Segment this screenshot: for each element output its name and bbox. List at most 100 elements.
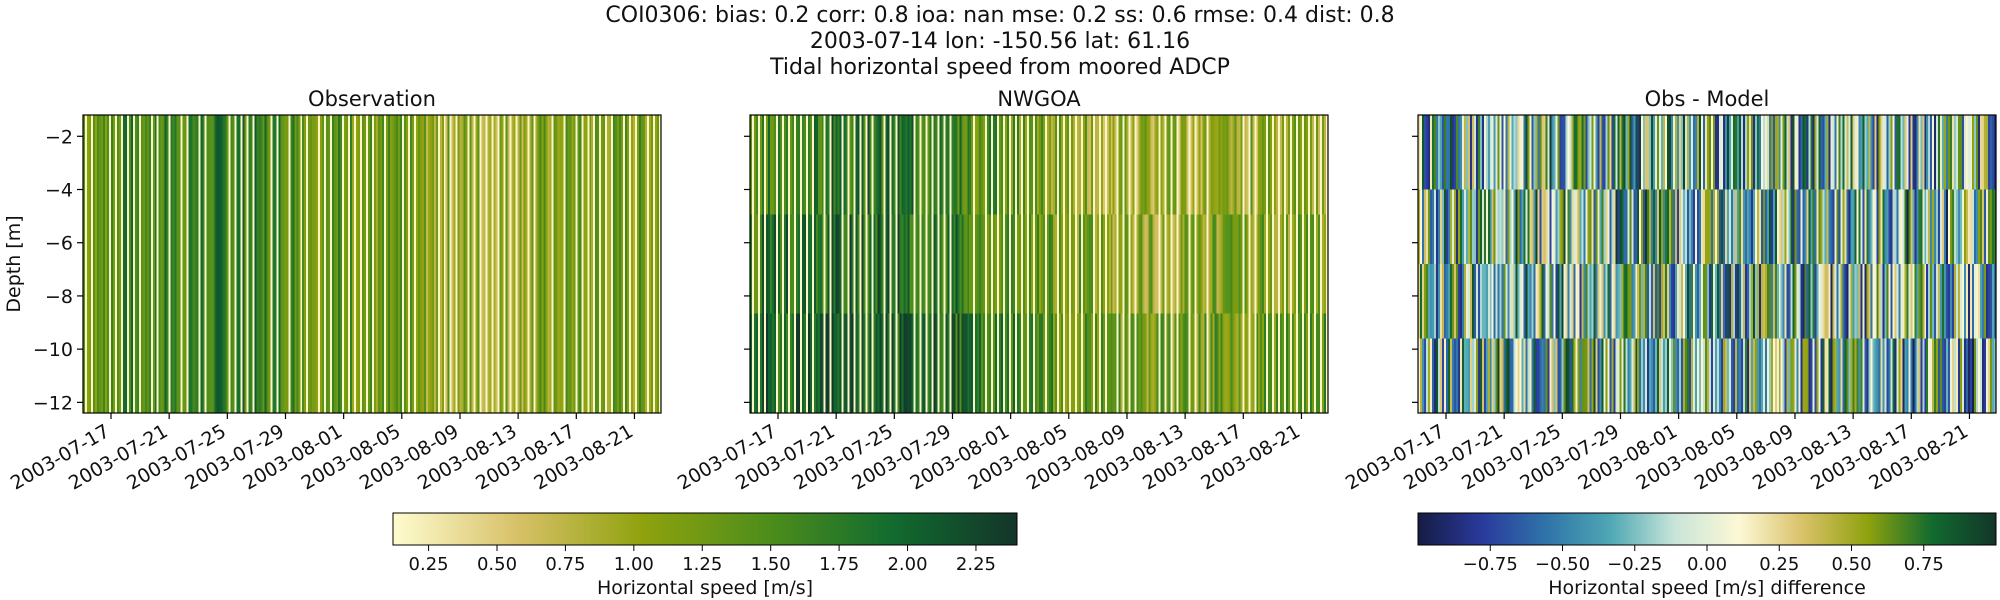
heatmap-cell [1471,115,1475,190]
heatmap-cell [881,214,884,314]
heatmap-cell [979,313,982,414]
heatmap-cell [773,115,777,215]
heatmap-cell [1469,189,1473,265]
heatmap-cell [1960,338,1963,414]
heatmap-cell [921,115,924,215]
heatmap-cell [1838,264,1841,339]
heatmap-cell [437,115,441,414]
heatmap-cell [1007,214,1010,314]
heatmap-cell [1170,115,1173,215]
heatmap-cell [1812,189,1815,265]
heatmap-cell [1710,189,1714,265]
heatmap-cell [1844,338,1847,414]
heatmap-cell [1312,214,1315,314]
heatmap-cell [1940,338,1943,414]
colorbar-tick-label: 0.25 [1759,554,1799,575]
heatmap-cell [1926,264,1929,339]
heatmap-cell [1810,264,1813,339]
heatmap-cell [1455,115,1459,190]
heatmap-cell [1701,264,1704,339]
heatmap-cell [1124,214,1127,314]
heatmap-cell [903,115,906,215]
heatmap-cell [1132,214,1135,314]
heatmap-cell [871,214,874,314]
heatmap-cell [1952,264,1955,339]
heatmap-cell [1435,115,1439,190]
heatmap-cell [1060,214,1064,314]
heatmap-cell [1318,214,1321,314]
heatmap-cell [1280,313,1283,414]
heatmap-cell [759,214,763,314]
heatmap-cell [1609,338,1612,414]
heatmap-cell [1009,115,1012,215]
heatmap-cell [344,115,347,414]
heatmap-cell [1110,313,1114,414]
heatmap-cell [1029,313,1032,414]
heatmap-cell [206,115,209,414]
heatmap-cell [1585,338,1588,414]
heatmap-cell [92,115,96,414]
axes-frame [82,114,662,414]
heatmap-cell [1990,189,1993,265]
heatmap-cell [1258,115,1261,215]
heatmap-cell [885,115,888,215]
heatmap-cell [1035,313,1038,414]
heatmap-cell [1794,338,1797,414]
heatmap-cell [1970,189,1973,265]
heatmap-cell [1964,338,1967,414]
heatmap-cell [1986,115,1989,190]
heatmap-cell [1663,189,1666,265]
heatmap-cell [1100,115,1104,215]
heatmap-cell [453,115,457,414]
heatmap-cell [1744,338,1748,414]
heatmap-cell [1978,264,1981,339]
heatmap-cell [1701,115,1704,190]
heatmap-cell [1573,264,1576,339]
heatmap-cell [1778,338,1782,414]
heatmap-cell [1104,214,1108,314]
heatmap-cell [1017,313,1020,414]
heatmap-cell [385,115,389,414]
heatmap-cell [1019,313,1022,414]
heatmap-cell [1800,189,1803,265]
heatmap-cell [851,214,854,314]
heatmap-cell [753,313,757,414]
heatmap-cell [286,115,289,414]
heatmap-cell [1732,189,1736,265]
heatmap-cell [959,214,962,314]
heatmap-cell [879,313,882,414]
heatmap-cell [1898,264,1901,339]
heatmap-cell [1451,189,1455,265]
heatmap-cell [1427,115,1431,190]
heatmap-cell [1710,115,1714,190]
heatmap-cell [1056,115,1060,215]
heatmap-cell [1180,214,1183,314]
heatmap-cell [1433,189,1437,265]
heatmap-cell [1764,264,1768,339]
heatmap-cell [1294,313,1297,414]
heatmap-cell [613,115,616,414]
heatmap-cell [1445,264,1449,339]
heatmap-cell [1639,264,1642,339]
heatmap-cell [1828,264,1831,339]
heatmap-cell [1517,338,1520,414]
heatmap-cell [1182,115,1185,215]
heatmap-cell [895,313,898,414]
heatmap-cell [352,115,355,414]
heatmap-cell [1601,338,1604,414]
heatmap-cell [1011,313,1014,414]
heatmap-cell [1842,338,1845,414]
heatmap-cell [1846,338,1849,414]
heatmap-cell [1792,338,1795,414]
heatmap-cell [1750,338,1754,414]
heatmap-cell [1944,189,1947,265]
heatmap-cell [957,214,960,314]
heatmap-cell [1437,338,1441,414]
heatmap-cell [1687,115,1690,190]
heatmap-cell [1144,214,1147,314]
heatmap-cell [1778,115,1782,190]
heatmap-cell [1461,338,1465,414]
heatmap-cell [1218,214,1221,314]
heatmap-cell [911,313,914,414]
heatmap-cell [1595,189,1598,265]
